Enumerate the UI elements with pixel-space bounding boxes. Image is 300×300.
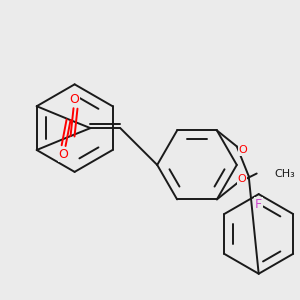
Text: F: F [255,198,262,211]
Text: O: O [70,93,80,106]
Text: O: O [237,175,246,184]
Text: O: O [238,146,247,155]
Text: CH₃: CH₃ [274,169,296,178]
Text: O: O [58,148,68,161]
